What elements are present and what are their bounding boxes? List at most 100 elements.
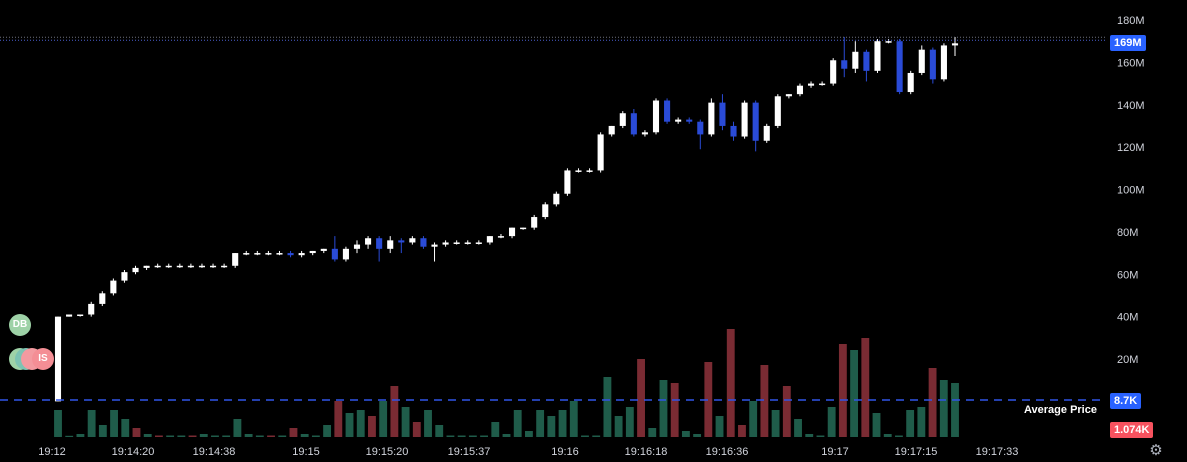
- x-tick-label: 19:16:18: [625, 446, 668, 458]
- candle-body: [564, 170, 571, 194]
- candle-body: [531, 217, 538, 228]
- candle-body: [553, 193, 560, 205]
- volume-bar: [222, 435, 231, 437]
- volume-bar: [648, 428, 657, 437]
- candle-body: [885, 41, 892, 43]
- candle-body: [88, 303, 95, 315]
- volume-bar: [65, 435, 74, 437]
- candle-body: [320, 248, 327, 251]
- volume-bar: [424, 410, 432, 437]
- volume-bar: [738, 425, 746, 437]
- volume-bar: [491, 422, 500, 437]
- candle-body: [420, 238, 427, 247]
- volume-bar: [805, 434, 814, 437]
- candle-body: [398, 240, 405, 243]
- candle-body: [785, 94, 792, 97]
- x-tick-label: 19:16:36: [706, 446, 749, 458]
- volume-bar: [300, 434, 309, 437]
- candle-body: [940, 45, 947, 80]
- candle-body: [365, 238, 372, 245]
- x-tick-label: 19:14:20: [112, 446, 155, 458]
- volume-bar: [390, 386, 399, 437]
- candle-body: [929, 49, 936, 80]
- volume-bar: [895, 435, 903, 437]
- candle-body: [652, 100, 660, 133]
- volume-bar: [883, 434, 892, 437]
- candle-body: [896, 41, 903, 93]
- volume-bar: [132, 428, 141, 437]
- candle-body: [918, 49, 925, 73]
- volume-bar: [917, 407, 926, 437]
- candle-body: [730, 125, 737, 137]
- settings-icon[interactable]: ⚙: [1149, 442, 1163, 459]
- volume-bar: [154, 435, 163, 437]
- candlesticks: [54, 36, 959, 402]
- candle-body: [807, 83, 815, 86]
- volume-bar: [87, 410, 96, 437]
- x-tick-label: 19:15: [292, 446, 320, 458]
- volume-bar: [76, 434, 85, 437]
- candle-body: [387, 240, 394, 249]
- candle-body: [353, 244, 361, 249]
- candle-body: [132, 267, 139, 273]
- candle-body: [143, 265, 150, 268]
- candle-body: [276, 253, 283, 255]
- volume-bar: [771, 410, 780, 437]
- volume-bar: [547, 416, 556, 437]
- volume-bar: [681, 431, 690, 437]
- marker-db[interactable]: DB: [9, 314, 31, 336]
- volume-bar: [379, 401, 388, 437]
- candle-body: [342, 248, 349, 260]
- average-price-label: Average Price: [1024, 404, 1097, 416]
- candle-body: [796, 85, 804, 95]
- candle-body: [641, 132, 648, 135]
- candle-body: [453, 242, 460, 244]
- candle-body: [121, 272, 128, 281]
- candle-body: [165, 265, 172, 268]
- volume-bar: [457, 435, 466, 437]
- volume-bar: [906, 410, 915, 437]
- marker-is[interactable]: IS: [32, 348, 54, 370]
- candle-body: [863, 51, 870, 71]
- candle-body: [874, 41, 881, 71]
- volume-bar: [121, 419, 130, 437]
- candle-body: [852, 51, 859, 69]
- volume-bar: [704, 362, 713, 437]
- candle-body: [431, 244, 438, 247]
- volume-bar: [569, 401, 578, 437]
- volume-bar: [614, 416, 623, 437]
- candle-body: [209, 265, 217, 268]
- candle-body: [951, 43, 959, 46]
- candle-body: [77, 314, 84, 317]
- candle-body: [508, 227, 516, 237]
- x-tick-label: 19:15:37: [448, 446, 491, 458]
- candle-body: [486, 236, 493, 243]
- volume-bar: [188, 435, 197, 437]
- candle-body: [243, 253, 250, 255]
- candle-body: [176, 265, 183, 268]
- candle-body: [66, 314, 73, 317]
- candle-body: [265, 253, 272, 255]
- y-tick-label: 140M: [1117, 100, 1145, 112]
- y-tick-label: 80M: [1117, 227, 1138, 239]
- volume-bar: [334, 401, 343, 437]
- candle-body: [442, 242, 449, 245]
- volume-bar: [98, 425, 107, 437]
- candle-body: [110, 280, 117, 294]
- candle-body: [619, 113, 626, 126]
- x-tick-label: 19:16: [551, 446, 579, 458]
- volume-bar: [861, 338, 870, 437]
- volume-bar: [726, 329, 735, 437]
- volume-bar: [345, 413, 354, 437]
- volume-bar: [211, 435, 219, 437]
- volume-bar: [233, 419, 242, 437]
- candle-body: [464, 242, 471, 244]
- candle-body: [232, 253, 239, 266]
- candle-body: [154, 265, 161, 268]
- candle-body: [221, 265, 228, 268]
- volume-bar: [872, 413, 881, 437]
- volume-bar: [446, 435, 455, 437]
- volume-bar: [54, 410, 62, 437]
- candle-body: [586, 170, 593, 172]
